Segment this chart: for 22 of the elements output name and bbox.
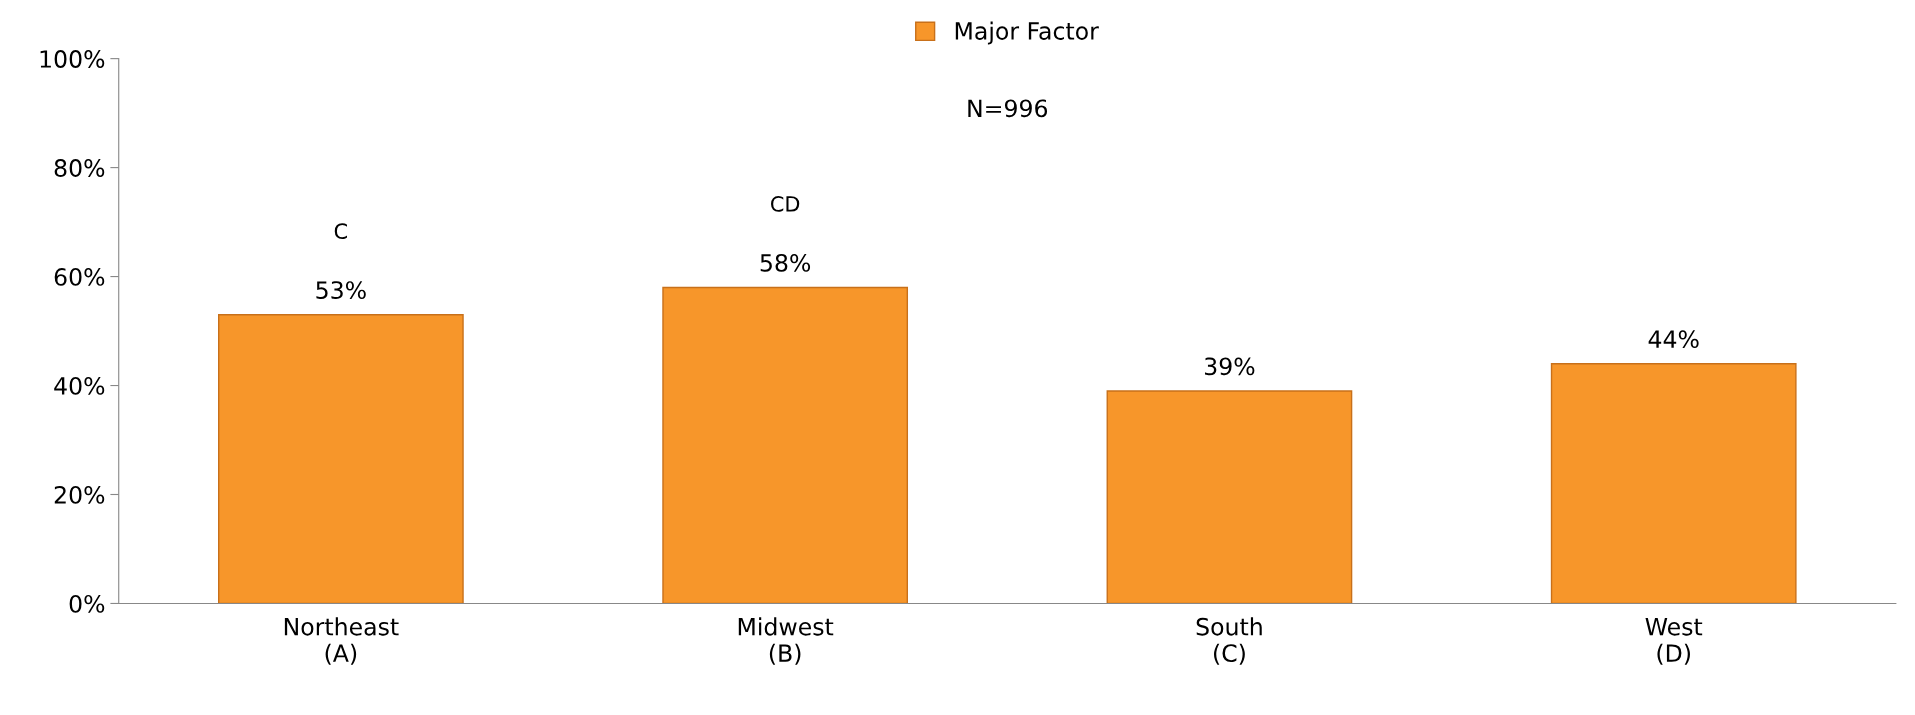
bar	[217, 314, 464, 604]
x-tick-label: Midwest (B)	[738, 617, 834, 665]
y-tick-label: 80%	[54, 159, 105, 177]
data-label: 39%	[1204, 357, 1255, 376]
y-tick-label: 100%	[40, 50, 105, 68]
y-tick-label: 60%	[54, 268, 105, 286]
legend-label: Major Factor	[955, 21, 1099, 45]
x-tick-label: West (D)	[1645, 618, 1703, 665]
x-tick-label: South (C)	[1196, 617, 1262, 665]
data-label: 44%	[1648, 330, 1699, 349]
bar	[1106, 390, 1353, 604]
bar	[662, 286, 909, 604]
annotation: N=996	[968, 99, 1048, 118]
y-tick-label: 40%	[54, 376, 105, 395]
annotation: C	[334, 223, 348, 240]
annotation: CD	[771, 196, 800, 212]
data-label: 53%	[316, 281, 366, 300]
x-tick-label: Northeast (A)	[284, 617, 399, 665]
bar	[1550, 363, 1797, 604]
y-tick-label: 0%	[69, 594, 105, 613]
data-label: 58%	[760, 253, 811, 272]
y-tick-label: 20%	[54, 485, 105, 504]
